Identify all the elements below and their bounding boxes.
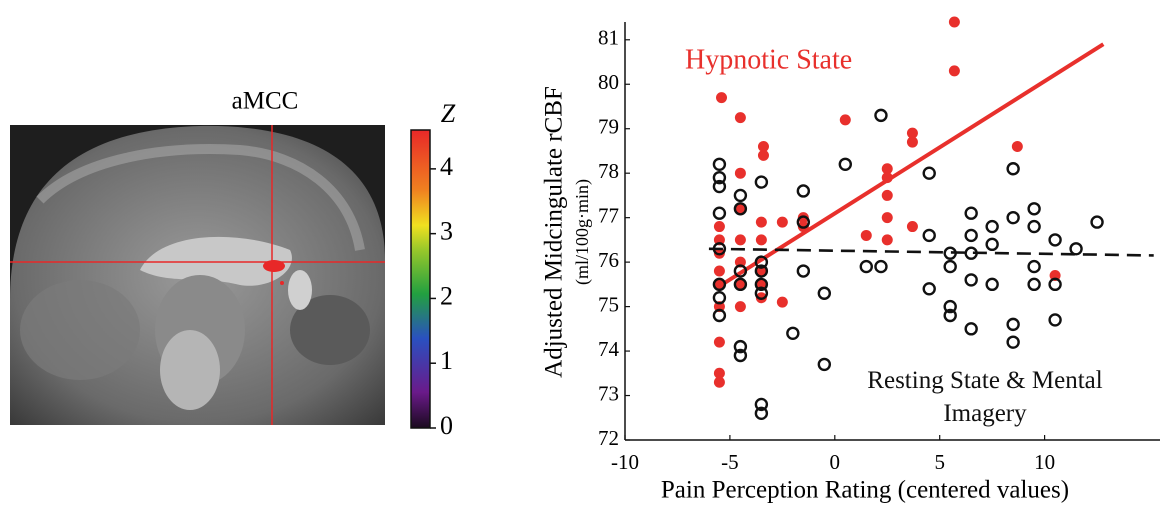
point	[949, 65, 960, 76]
point	[756, 177, 767, 188]
x-tick-label: 0	[830, 450, 841, 474]
y-axis-label: Adjusted Midcingulate rCBF	[541, 86, 568, 378]
y-tick-label: 75	[598, 292, 619, 316]
point	[1008, 212, 1019, 223]
point	[882, 190, 893, 201]
point	[819, 359, 830, 370]
point	[819, 288, 830, 299]
point	[861, 230, 872, 241]
point	[1008, 337, 1019, 348]
point	[882, 234, 893, 245]
point	[840, 159, 851, 170]
point	[735, 234, 746, 245]
point	[987, 279, 998, 290]
colorbar-tick-label: 1	[440, 346, 453, 375]
point	[907, 221, 918, 232]
y-tick-label: 81	[598, 26, 619, 50]
point	[861, 261, 872, 272]
y-tick-label: 79	[598, 115, 619, 139]
point	[907, 137, 918, 148]
point	[1050, 234, 1061, 245]
series-label: Resting State & Mental Imagery	[860, 364, 1110, 430]
point	[1029, 203, 1040, 214]
brain-image	[10, 125, 385, 425]
point	[1050, 314, 1061, 325]
y-tick-label: 72	[598, 426, 619, 450]
point	[735, 301, 746, 312]
x-tick-label: 10	[1034, 450, 1055, 474]
colorbar-tick-label: 3	[440, 217, 453, 246]
point	[966, 274, 977, 285]
series-label: Hypnotic State	[685, 44, 852, 75]
point	[714, 221, 725, 232]
point	[924, 168, 935, 179]
point	[1029, 221, 1040, 232]
brain-label: aMCC	[232, 88, 299, 115]
point	[987, 239, 998, 250]
point	[714, 159, 725, 170]
point	[756, 234, 767, 245]
point	[758, 150, 769, 161]
y-axis-units: (ml/100g·min)	[572, 179, 593, 285]
x-tick-label: -5	[721, 450, 739, 474]
point	[714, 208, 725, 219]
colorbar-tick-label: 4	[440, 152, 453, 181]
point	[924, 230, 935, 241]
page: aMCC Z 0 1 2 3 4 72 73 74 75 76 77 78 79 80 81 -10 -5 0 5 10…	[0, 0, 1163, 508]
y-tick-label: 78	[598, 159, 619, 183]
point	[1008, 163, 1019, 174]
y-tick-label: 76	[598, 248, 619, 272]
point	[949, 17, 960, 28]
figure: aMCC Z 0 1 2 3 4 72 73 74 75 76 77 78 79 80 81 -10 -5 0 5 10…	[0, 0, 1163, 508]
point	[1029, 261, 1040, 272]
point	[798, 266, 809, 277]
point	[966, 208, 977, 219]
y-tick-label: 77	[598, 203, 619, 227]
point	[714, 266, 725, 277]
point	[716, 92, 727, 103]
point	[777, 297, 788, 308]
point	[840, 114, 851, 125]
point	[875, 261, 886, 272]
point	[1008, 319, 1019, 330]
point	[924, 283, 935, 294]
point	[875, 110, 886, 121]
point	[756, 217, 767, 228]
colorbar-tick-label: 0	[440, 411, 453, 440]
point	[777, 217, 788, 228]
point	[714, 337, 725, 348]
y-tick-label: 73	[598, 381, 619, 405]
point	[787, 328, 798, 339]
point	[966, 323, 977, 334]
point	[1071, 243, 1082, 254]
point	[735, 168, 746, 179]
point	[735, 112, 746, 123]
x-axis-label: Pain Perception Rating (centered values)	[661, 477, 1069, 504]
colorbar	[411, 130, 430, 428]
point	[714, 377, 725, 388]
point	[735, 190, 746, 201]
y-tick-label: 74	[598, 337, 620, 361]
x-tick-label: -10	[611, 450, 639, 474]
point	[798, 185, 809, 196]
point	[966, 230, 977, 241]
point	[882, 212, 893, 223]
point	[987, 221, 998, 232]
colorbar-title: Z	[441, 99, 456, 128]
colorbar-tick-label: 2	[440, 281, 453, 310]
point	[1012, 141, 1023, 152]
point	[1092, 217, 1103, 228]
point	[945, 261, 956, 272]
x-tick-label: 5	[934, 450, 945, 474]
y-tick-label: 80	[598, 70, 619, 94]
point	[1029, 279, 1040, 290]
